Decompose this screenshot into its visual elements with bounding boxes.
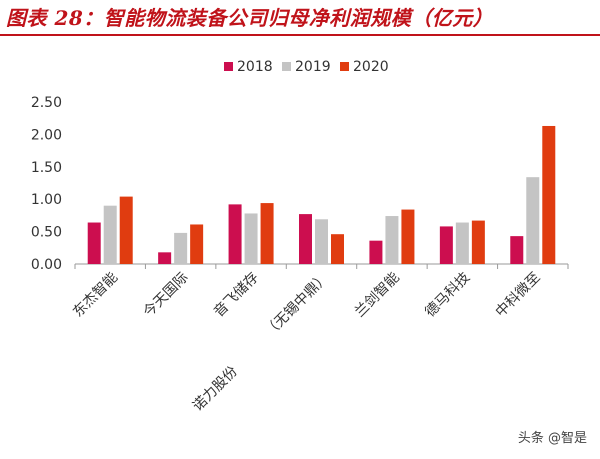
x-category-label: 今天国际 bbox=[141, 270, 192, 321]
y-tick-label: 0.00 bbox=[31, 257, 62, 273]
bar-2019-0 bbox=[103, 205, 117, 264]
bar-2018-3 bbox=[299, 214, 312, 264]
bar-2019-4 bbox=[385, 216, 399, 264]
legend-swatch-2018 bbox=[224, 62, 233, 71]
chart-title: 图表 28：智能物流装备公司归母净利润规模（亿元） bbox=[6, 6, 494, 30]
bar-2018-5 bbox=[439, 226, 453, 264]
y-tick-label: 0.50 bbox=[31, 225, 62, 241]
watermark: 头条 @智是 bbox=[514, 426, 590, 447]
bar-2020-3 bbox=[331, 234, 344, 264]
y-tick-label: 2.00 bbox=[31, 127, 62, 143]
legend-label-2019: 2019 bbox=[295, 59, 331, 75]
x-category-label: 兰剑智能 bbox=[352, 270, 403, 321]
x-category-label: （无锡中鼎） bbox=[262, 270, 333, 341]
bar-2019-5 bbox=[455, 222, 469, 264]
bar-2019-3 bbox=[315, 219, 328, 264]
x-category-label: 德马科技 bbox=[422, 270, 473, 321]
bar-2018-4 bbox=[369, 240, 383, 264]
x-category-label: 中科微至 bbox=[493, 270, 544, 321]
bar-2018-6 bbox=[510, 236, 524, 264]
bar-2019-1 bbox=[174, 232, 188, 264]
bar-2020-2 bbox=[260, 203, 274, 264]
x-axis bbox=[74, 263, 569, 269]
title-rule bbox=[0, 34, 600, 36]
y-tick-label: 2.50 bbox=[31, 95, 62, 111]
bar-2018-2 bbox=[228, 204, 242, 264]
bar-2020-5 bbox=[471, 220, 485, 264]
bar-2018-0 bbox=[87, 222, 101, 264]
x-category-label: 音飞储存 bbox=[210, 269, 262, 321]
bar-2020-4 bbox=[401, 209, 415, 264]
x-extra-label: 诺力股份 bbox=[190, 364, 241, 415]
y-tick-label: 1.00 bbox=[31, 192, 62, 208]
bar-2019-2 bbox=[244, 213, 258, 264]
legend-swatch-2019 bbox=[282, 62, 291, 71]
legend: 2018 2019 2020 bbox=[224, 59, 389, 75]
bars bbox=[87, 125, 556, 264]
y-axis: 0.00 0.50 1.00 1.50 2.00 2.50 bbox=[31, 95, 62, 273]
bar-2018-1 bbox=[158, 252, 172, 264]
y-tick-label: 1.50 bbox=[31, 160, 62, 176]
legend-label-2018: 2018 bbox=[237, 59, 273, 75]
bar-2020-6 bbox=[542, 125, 556, 264]
bar-2020-1 bbox=[190, 224, 204, 264]
legend-label-2020: 2020 bbox=[353, 59, 389, 75]
bar-2020-0 bbox=[119, 196, 133, 264]
x-category-label: 东杰智能 bbox=[70, 270, 121, 321]
bar-2019-6 bbox=[526, 177, 540, 264]
legend-swatch-2020 bbox=[340, 62, 349, 71]
